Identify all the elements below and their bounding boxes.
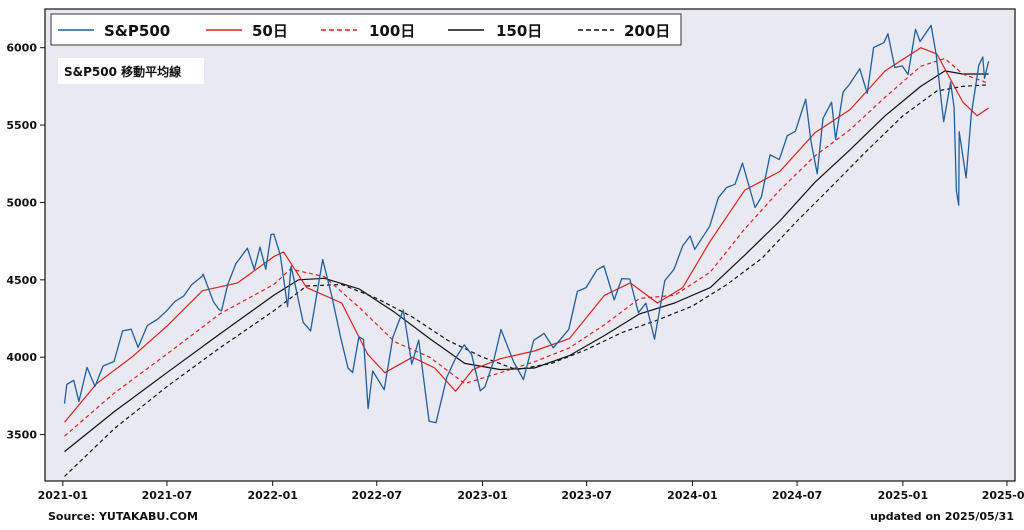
legend-label-200d: 200日 xyxy=(624,22,670,40)
x-axis: 2021-01 2021-07 2022-01 2022-07 2023-01 2023-… xyxy=(38,481,1024,502)
y-tick-label: 6000 xyxy=(6,42,37,55)
legend-label-50d: 50日 xyxy=(252,22,288,40)
legend-label-100d: 100日 xyxy=(369,22,415,40)
chart-title-background xyxy=(58,58,204,84)
legend-box xyxy=(50,13,682,46)
x-tick-label: 2025-01 xyxy=(878,489,929,502)
y-axis: 3500 4000 4500 5000 5500 6000 xyxy=(6,42,45,442)
y-tick-label: 3500 xyxy=(6,429,37,442)
ma100-line xyxy=(64,57,989,437)
y-tick-label: 5500 xyxy=(6,119,37,132)
y-tick-label: 4500 xyxy=(6,274,37,287)
x-tick-label: 2024-01 xyxy=(667,489,718,502)
legend: S&P500 50日 100日 150日 200日 xyxy=(50,13,682,46)
ma150-line xyxy=(64,70,989,453)
x-tick-label: 2023-07 xyxy=(561,489,612,502)
x-tick-label: 2024-07 xyxy=(772,489,823,502)
plot-area xyxy=(44,8,1016,482)
updated-date: updated on 2025/05/31 xyxy=(870,510,1014,523)
x-tick-label: 2023-01 xyxy=(457,489,508,502)
y-tick-label: 5000 xyxy=(6,196,37,209)
series-layer xyxy=(63,24,990,477)
x-tick-label: 2021-01 xyxy=(38,489,89,502)
legend-label-150d: 150日 xyxy=(496,22,542,40)
y-tick-label: 4000 xyxy=(6,351,37,364)
source-credit: Source: YUTAKABU.COM xyxy=(48,510,198,523)
sp500-line xyxy=(63,24,990,424)
legend-label-sp500: S&P500 xyxy=(104,22,170,40)
x-tick-label: 2022-01 xyxy=(247,489,298,502)
chart-title-box: S&P500 移動平均線 xyxy=(58,58,204,84)
ma200-line xyxy=(64,84,989,477)
x-tick-label: 2022-07 xyxy=(352,489,403,502)
x-tick-label: 2025-07 xyxy=(982,489,1024,502)
x-tick-label: 2021-07 xyxy=(142,489,193,502)
chart-title: S&P500 移動平均線 xyxy=(64,64,181,79)
